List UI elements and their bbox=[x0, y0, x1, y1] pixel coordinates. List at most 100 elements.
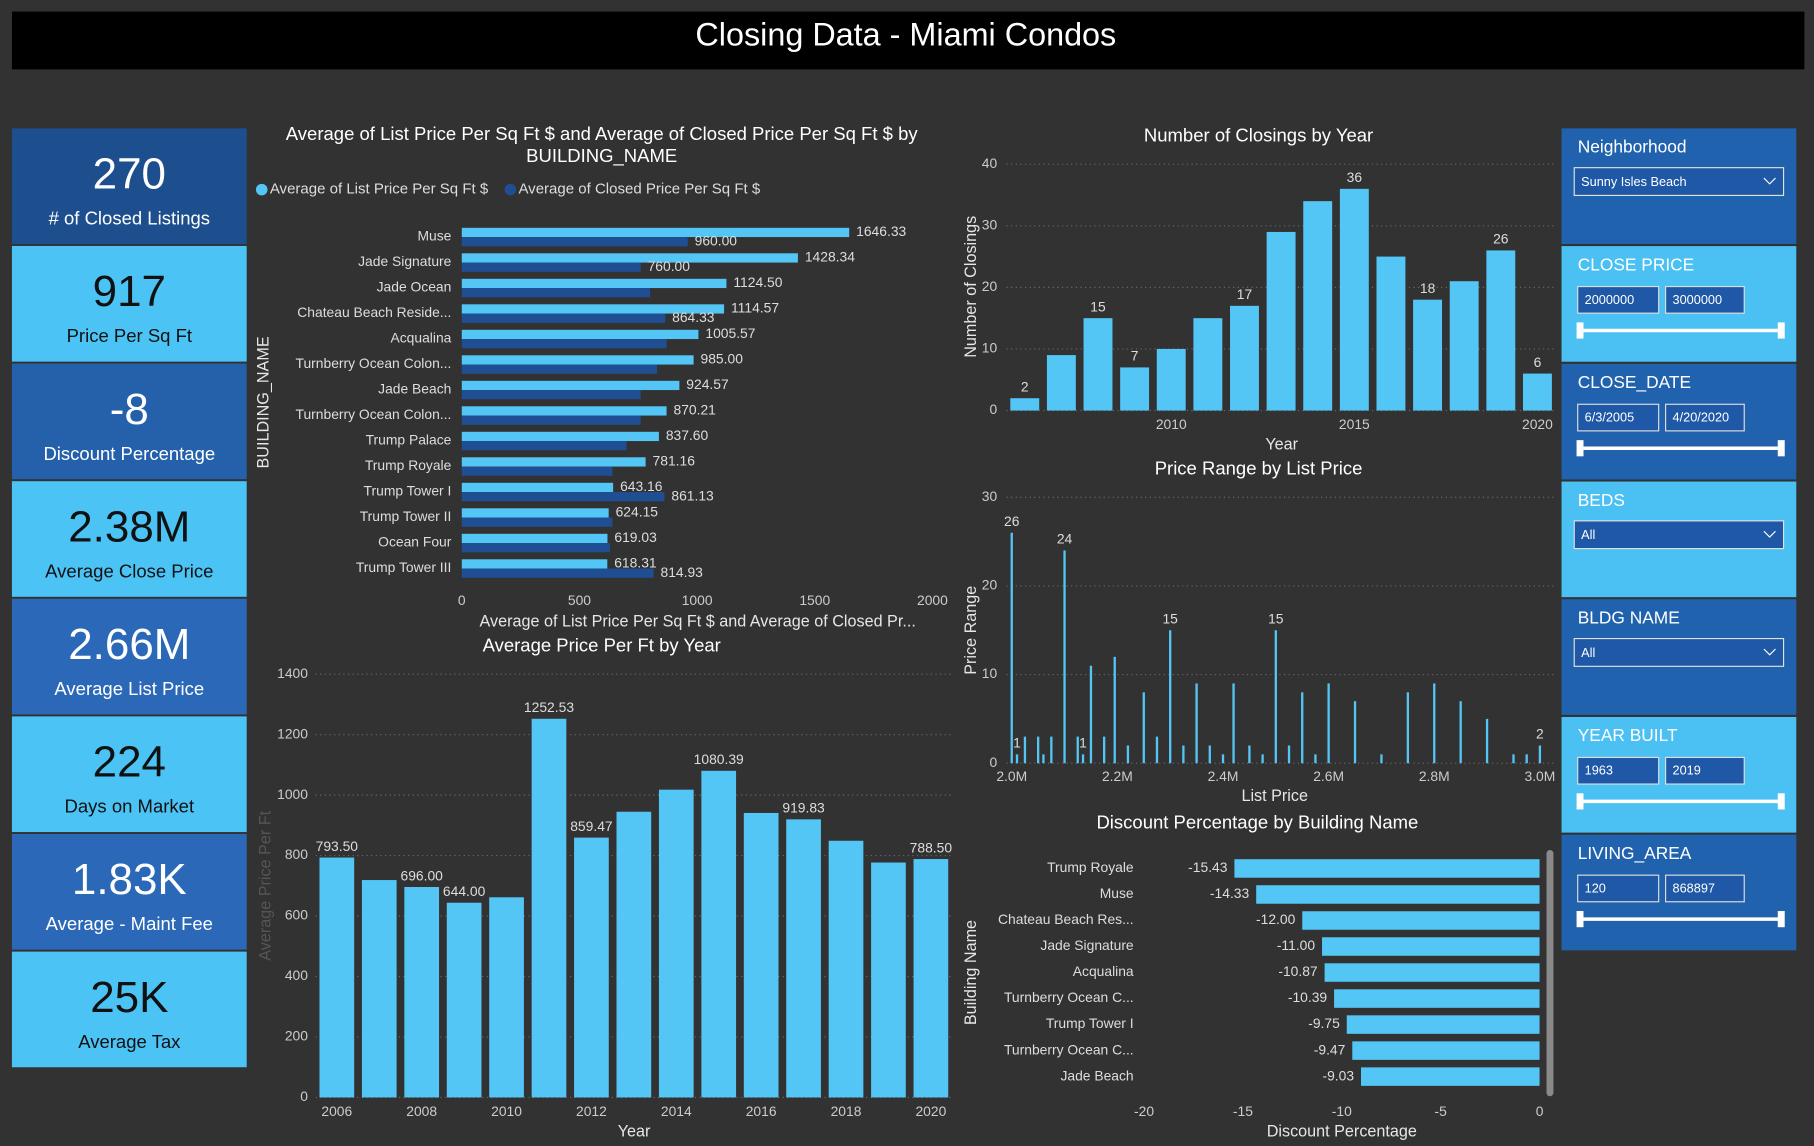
slider-handle[interactable] bbox=[1777, 440, 1785, 457]
bar bbox=[461, 227, 850, 238]
data-label: -9.03 bbox=[1322, 1067, 1354, 1083]
data-label: 1080.39 bbox=[694, 751, 744, 767]
data-label: 643.16 bbox=[620, 478, 663, 494]
range-input[interactable] bbox=[1577, 285, 1660, 314]
data-label: -10.39 bbox=[1288, 989, 1328, 1005]
bar bbox=[461, 364, 658, 374]
chevron bbox=[1763, 530, 1776, 538]
bar bbox=[461, 457, 646, 467]
range-value: 120 bbox=[1585, 880, 1606, 895]
bar bbox=[1406, 692, 1410, 764]
scrollbar[interactable] bbox=[1546, 849, 1554, 1097]
x-tick-label: 2006 bbox=[321, 1103, 352, 1119]
y-tick-label: Trump Royale bbox=[365, 457, 452, 473]
data-label: 864.33 bbox=[672, 309, 715, 325]
bar bbox=[1083, 318, 1113, 411]
bar bbox=[1234, 859, 1540, 878]
data-label: 1646.33 bbox=[856, 223, 906, 239]
bar bbox=[1155, 736, 1159, 764]
kpi-card bbox=[11, 363, 247, 480]
bar bbox=[1314, 754, 1317, 764]
y-tick-label: 800 bbox=[285, 846, 308, 862]
chart-title: Average Price Per Ft by Year bbox=[483, 634, 721, 655]
bar bbox=[1113, 656, 1116, 764]
bar bbox=[461, 355, 694, 365]
legend-label: Average of Closed Price Per Sq Ft $ bbox=[518, 181, 760, 198]
bar bbox=[461, 278, 727, 289]
y-tick-label: 30 bbox=[982, 216, 998, 232]
slider-handle[interactable] bbox=[1576, 911, 1584, 928]
data-label: 696.00 bbox=[400, 867, 443, 883]
kpi-label: # of Closed Listings bbox=[49, 208, 210, 229]
data-label: 924.57 bbox=[686, 376, 729, 392]
range-value: 2019 bbox=[1673, 763, 1701, 778]
y-axis-title: BUILDING_NAME bbox=[254, 336, 272, 468]
y-tick-label: Jade Signature bbox=[358, 253, 452, 269]
range-input[interactable] bbox=[1665, 403, 1745, 432]
y-tick-label: Trump Palace bbox=[366, 432, 452, 448]
bar bbox=[1050, 736, 1053, 764]
bar bbox=[461, 304, 725, 314]
dropdown[interactable] bbox=[1573, 167, 1785, 197]
y-tick-label: 600 bbox=[285, 907, 308, 923]
x-tick-label: -10 bbox=[1332, 1103, 1352, 1119]
range-value: 1963 bbox=[1585, 763, 1613, 778]
header-bar bbox=[11, 11, 1805, 70]
slider-handle[interactable] bbox=[1576, 793, 1584, 810]
range-input[interactable] bbox=[1665, 756, 1745, 785]
data-label: 1428.34 bbox=[805, 249, 855, 265]
data-label: -10.87 bbox=[1278, 963, 1318, 979]
bar bbox=[461, 568, 654, 578]
slider-handle[interactable] bbox=[1576, 322, 1584, 339]
kpi-label: Average Tax bbox=[78, 1031, 181, 1052]
x-tick-label: 2014 bbox=[661, 1103, 692, 1119]
dropdown-value: All bbox=[1581, 645, 1595, 660]
data-label: 1 bbox=[1079, 735, 1087, 751]
y-tick-label: Acqualina bbox=[1073, 963, 1134, 979]
bar bbox=[1334, 989, 1540, 1008]
bar bbox=[1221, 754, 1225, 764]
slicer-label: Neighborhood bbox=[1578, 137, 1687, 157]
data-label: 26 bbox=[1493, 231, 1509, 247]
bar bbox=[574, 837, 609, 1098]
y-tick-label: 10 bbox=[982, 340, 998, 356]
chevron bbox=[1763, 177, 1776, 185]
x-tick-label: 2016 bbox=[746, 1103, 777, 1119]
bar bbox=[461, 339, 667, 349]
bar bbox=[1360, 1067, 1540, 1086]
bar bbox=[1193, 318, 1223, 411]
data-label: -11.00 bbox=[1277, 937, 1316, 953]
slider-handle[interactable] bbox=[1576, 440, 1584, 457]
data-label: 2 bbox=[1021, 378, 1029, 394]
range-input[interactable] bbox=[1665, 874, 1745, 903]
data-label: 36 bbox=[1347, 169, 1363, 185]
range-input[interactable] bbox=[1577, 874, 1660, 903]
y-tick-label: 20 bbox=[982, 577, 998, 593]
kpi-value: 2.66M bbox=[68, 620, 190, 669]
data-label: 624.15 bbox=[616, 504, 659, 520]
slider-handle[interactable] bbox=[1777, 911, 1785, 928]
y-tick-label: 40 bbox=[982, 155, 998, 171]
dropdown[interactable] bbox=[1573, 637, 1785, 667]
data-label: 1252.53 bbox=[524, 699, 574, 715]
data-label: 619.03 bbox=[614, 529, 657, 545]
bar bbox=[1081, 754, 1085, 764]
range-input[interactable] bbox=[1665, 285, 1745, 314]
slicer-label: LIVING_AREA bbox=[1578, 843, 1692, 863]
range-value: 6/3/2005 bbox=[1585, 410, 1635, 425]
bar bbox=[1459, 701, 1462, 764]
chart-title: Number of Closings by Year bbox=[1144, 124, 1373, 145]
bar bbox=[1266, 231, 1296, 411]
slider-handle[interactable] bbox=[1777, 322, 1785, 339]
y-axis-title: Price Range bbox=[962, 586, 980, 675]
kpi-card bbox=[11, 128, 247, 245]
range-value: 868897 bbox=[1673, 880, 1715, 895]
data-label: 15 bbox=[1162, 610, 1178, 626]
x-tick-label: 2010 bbox=[491, 1103, 522, 1119]
dropdown[interactable] bbox=[1573, 520, 1785, 550]
bar bbox=[1261, 754, 1264, 764]
range-input[interactable] bbox=[1577, 403, 1660, 432]
slider-handle[interactable] bbox=[1777, 793, 1785, 810]
range-input[interactable] bbox=[1577, 756, 1660, 785]
bar bbox=[1142, 692, 1145, 764]
